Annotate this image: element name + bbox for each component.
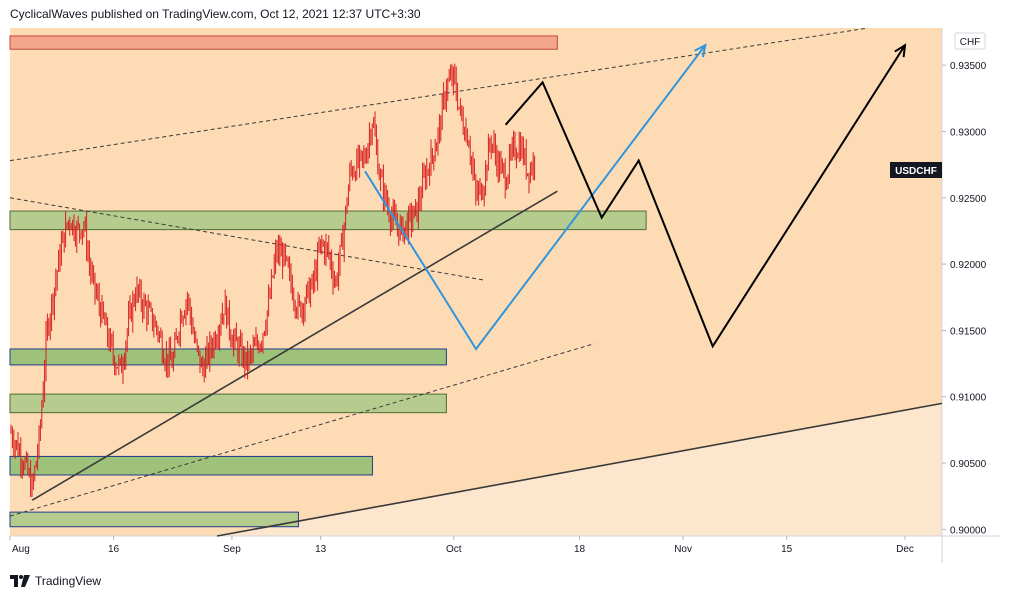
tradingview-logo-icon[interactable]: [10, 575, 30, 587]
x-tick-label-4: 13: [315, 544, 327, 555]
support-zone-4: [9, 455, 373, 476]
lower-band-shading: [10, 403, 942, 536]
trend-line-2: [216, 402, 943, 537]
publisher-line: CyclicalWaves published on TradingView.c…: [10, 7, 421, 21]
trend-line-4: [9, 197, 484, 281]
y-tick-label-8: 0.90000: [950, 525, 987, 536]
symbol-label: USDCHF: [895, 166, 937, 177]
y-tick-label-3: 0.92500: [950, 194, 987, 205]
trend-line-1: [31, 190, 558, 501]
brand-name[interactable]: TradingView: [35, 574, 102, 588]
x-tick-label-9: Dec: [896, 544, 914, 555]
currency-badge: [954, 32, 986, 50]
x-tick-label-1: Aug: [12, 544, 30, 555]
x-tick-label-5: Oct: [446, 544, 462, 555]
footer: TradingView: [10, 573, 101, 589]
trend-line-5: [9, 343, 595, 517]
trend-line-3: [9, 27, 869, 162]
x-tick-label-7: Nov: [674, 544, 692, 555]
x-tick-label-8: 15: [781, 544, 793, 555]
x-tick-label-3: Sep: [223, 544, 241, 555]
support-zone-5: [9, 511, 299, 528]
projection-black-arrowhead: [894, 43, 907, 58]
symbol-badge: [890, 162, 942, 178]
projection-blue: [364, 44, 707, 351]
y-tick-label-7: 0.90500: [950, 459, 987, 470]
y-tick-label-5: 0.91500: [950, 326, 987, 337]
y-tick-label-1: 0.93500: [950, 61, 987, 72]
y-tick-label-4: 0.92000: [950, 260, 987, 271]
support-zone-1: [9, 210, 647, 231]
support-zone-2: [9, 348, 447, 366]
projection-blue-arrowhead: [694, 43, 707, 58]
support-zone-3: [9, 393, 447, 414]
currency-label: CHF: [960, 37, 981, 48]
projection-black: [504, 44, 906, 349]
x-tick-label-2: 16: [108, 544, 120, 555]
y-tick-label-2: 0.93000: [950, 127, 987, 138]
x-tick-label-6: 18: [574, 544, 586, 555]
resistance-zone: [9, 35, 558, 50]
price-axis-panel: [942, 28, 1000, 536]
y-tick-label-6: 0.91000: [950, 393, 987, 404]
